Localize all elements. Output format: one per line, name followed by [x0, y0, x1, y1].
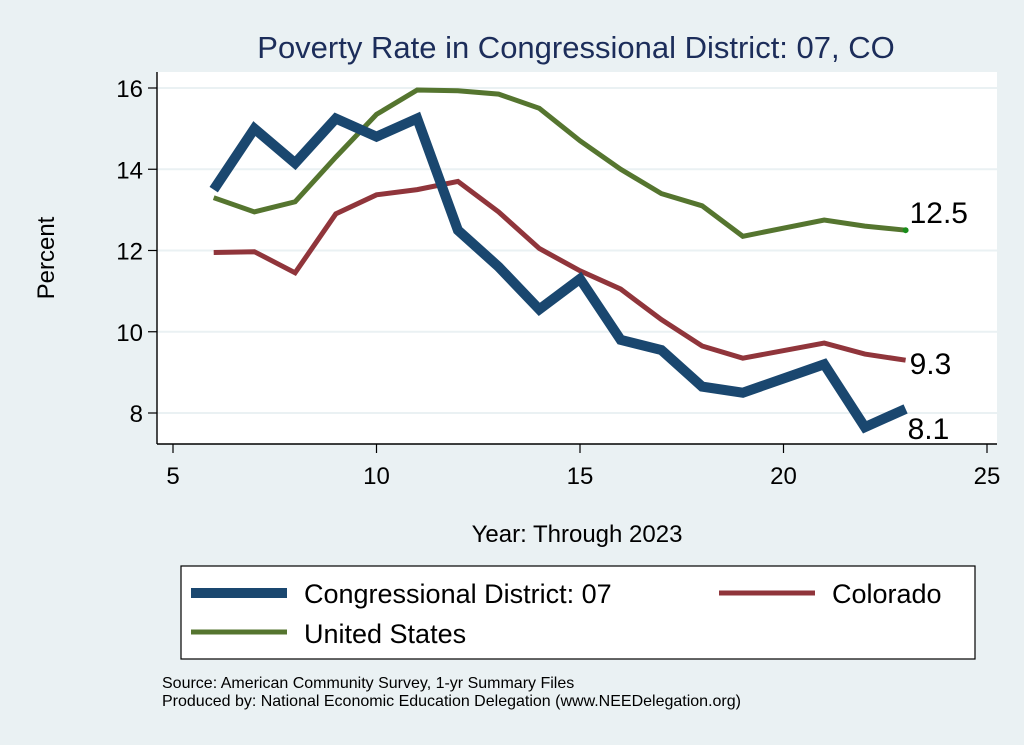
- end-labels: 12.5 9.3 8.1: [908, 197, 968, 446]
- axes: [156, 72, 997, 445]
- x-tick-label: 15: [567, 463, 594, 490]
- legend-box: [180, 565, 976, 660]
- producer-note: Produced by: National Economic Education…: [162, 693, 741, 710]
- y-tick-label: 8: [130, 401, 143, 428]
- y-tick-label: 12: [116, 239, 143, 266]
- series-line-united-states: [212, 87, 906, 239]
- end-label-district: 8.1: [908, 413, 950, 446]
- x-tick-label: 20: [770, 463, 797, 490]
- x-tick-label: 25: [974, 463, 1001, 490]
- legend-label-colorado: Colorado: [832, 579, 942, 609]
- legend-label-united-states: United States: [304, 619, 466, 649]
- end-label-colorado: 9.3: [910, 348, 952, 381]
- series-line-colorado: [213, 178, 906, 363]
- y-axis-title: Percent: [33, 216, 60, 299]
- end-label-united-states: 12.5: [910, 197, 968, 230]
- series-lines: [209, 87, 909, 434]
- chart-title: Poverty Rate in Congressional District: …: [257, 30, 894, 65]
- x-tick-label: 10: [363, 463, 390, 490]
- x-axis-ticks: 5 10 15 20 25: [166, 444, 1000, 490]
- plot-area: [157, 72, 997, 444]
- series-line-district: [209, 111, 908, 434]
- x-tick-label: 5: [166, 463, 179, 490]
- x-axis-title: Year: Through 2023: [472, 521, 683, 548]
- y-tick-label: 16: [116, 76, 143, 103]
- source-note: Source: American Community Survey, 1-yr …: [162, 675, 574, 692]
- legend-label-district: Congressional District: 07: [304, 579, 612, 609]
- y-axis-ticks: 8 10 12 14 16: [116, 76, 157, 428]
- legend: Congressional District: 07 Colorado Unit…: [180, 565, 976, 660]
- y-tick-label: 10: [116, 320, 143, 347]
- y-tick-label: 14: [116, 157, 143, 184]
- end-marker-united-states: [902, 227, 909, 234]
